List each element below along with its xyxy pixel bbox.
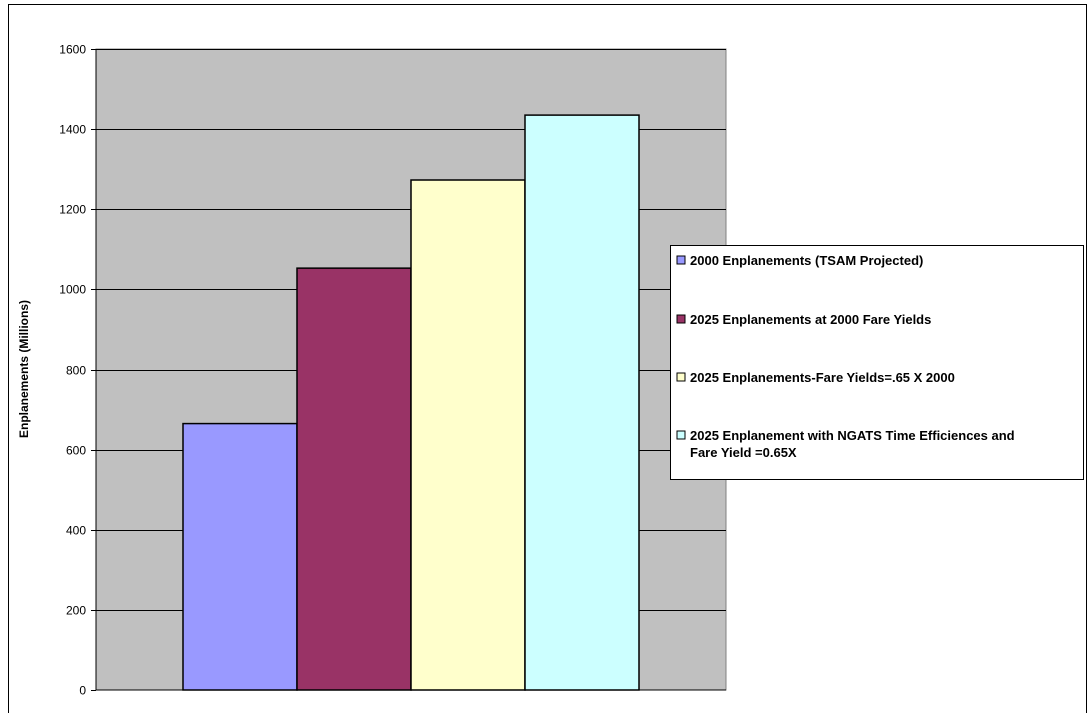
bar-series-4 <box>524 114 640 691</box>
y-tick-label: 400 <box>66 524 86 538</box>
legend-label-4: 2025 Enplanement with NGATS Time Efficie… <box>690 428 1015 460</box>
y-tick-label: 200 <box>66 604 86 618</box>
y-tick-label: 1000 <box>59 283 86 297</box>
legend-swatch-2 <box>676 314 686 324</box>
legend-swatch-1 <box>676 255 686 265</box>
legend-swatch-4 <box>676 430 686 440</box>
y-tick-label: 1600 <box>59 43 86 57</box>
bar-series-3 <box>410 179 526 691</box>
legend-box <box>670 245 1084 480</box>
y-tick-label: 600 <box>66 444 86 458</box>
legend-label-2: 2025 Enplanements at 2000 Fare Yields <box>690 312 931 327</box>
y-tick-label: 1400 <box>59 123 86 137</box>
legend: 2000 Enplanements (TSAM Projected) 2025 E… <box>670 245 1084 480</box>
y-tick-label: 1200 <box>59 203 86 217</box>
bar-series-2 <box>296 267 412 691</box>
y-tick-label: 0 <box>79 684 86 698</box>
legend-swatch-3 <box>676 372 686 382</box>
legend-label-1: 2000 Enplanements (TSAM Projected) <box>690 253 923 268</box>
y-tick-label: 800 <box>66 364 86 378</box>
y-axis-ticks: 0 200 400 600 800 1000 1200 1400 1600 <box>59 43 96 698</box>
legend-label-3: 2025 Enplanements-Fare Yields=.65 X 2000 <box>690 370 955 385</box>
y-axis-title: Enplanements (Millions) <box>17 300 31 438</box>
bars <box>182 114 640 691</box>
bar-series-1 <box>182 422 298 691</box>
